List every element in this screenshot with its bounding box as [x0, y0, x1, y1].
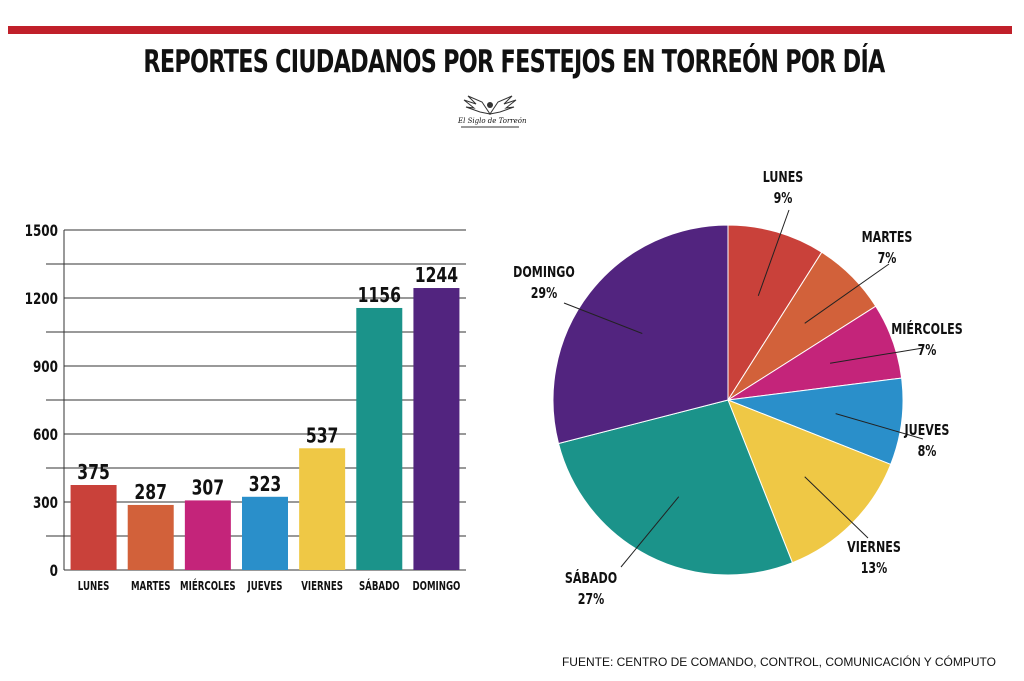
- slice-label: MIÉRCOLES: [891, 319, 963, 338]
- slice-percent-label: 8%: [918, 443, 937, 460]
- pie-chart: LUNES 9% MARTES 7% MIÉRCOLES 7% JUEVES 8% VIERNE…: [513, 169, 963, 608]
- slice-percent-label: 27%: [578, 591, 605, 608]
- leader-line: [620, 496, 680, 568]
- bar-value-label: 1244: [415, 264, 458, 287]
- slice-sabado: [557, 399, 794, 576]
- y-tick-label: 300: [33, 494, 58, 512]
- source-note: FUENTE: CENTRO DE COMANDO, CONTROL, COMU…: [561, 655, 996, 669]
- leader-line: [757, 209, 790, 296]
- x-tick-label: JUEVES: [247, 580, 283, 594]
- y-tick-label: 600: [33, 426, 58, 444]
- slice-label: JUEVES: [904, 422, 950, 439]
- leader-line: [563, 302, 643, 334]
- bar-value-label: 323: [249, 473, 282, 496]
- chart-title: REPORTES CIUDADANOS POR FESTEJOS EN TORR…: [143, 44, 885, 80]
- x-tick-label: VIERNES: [301, 580, 343, 594]
- bar-jueves: [242, 496, 288, 570]
- x-tick-label: MARTES: [131, 580, 171, 594]
- y-tick-label: 0: [50, 562, 58, 580]
- eagle-icon: [463, 95, 517, 115]
- top-accent-bar: [8, 26, 1012, 34]
- logo-wordmark: El Siglo de Torreón: [458, 117, 527, 125]
- y-tick-label: 900: [33, 358, 58, 376]
- x-tick-label: DOMINGO: [412, 580, 460, 594]
- bar-miercoles: [184, 500, 231, 570]
- bar-value-label: 287: [134, 481, 167, 504]
- slice-label: VIERNES: [847, 539, 901, 556]
- logo-tagline-rule: [461, 126, 519, 128]
- bar-martes: [127, 504, 174, 570]
- x-tick-label: LUNES: [78, 580, 110, 594]
- bar-chart: 0 300 600 900 1200 1500 375 LUNES 287 MARTES 307 MI…: [25, 222, 466, 594]
- bar-viernes: [299, 448, 346, 570]
- leader-line: [804, 476, 869, 539]
- y-tick-label: 1200: [25, 290, 59, 308]
- leader-line: [804, 263, 890, 324]
- slice-percent-label: 7%: [918, 342, 937, 359]
- slice-label: MARTES: [862, 229, 913, 246]
- slice-percent-label: 7%: [878, 250, 897, 267]
- bar-lunes: [70, 485, 117, 570]
- y-tick-label: 1500: [25, 222, 59, 240]
- leader-line: [835, 413, 924, 440]
- bar-domingo: [413, 288, 460, 570]
- slice-domingo: [552, 224, 729, 445]
- slice-percent-label: 13%: [861, 560, 888, 577]
- slice-label: LUNES: [763, 169, 804, 186]
- x-tick-label: SÁBADO: [359, 579, 400, 594]
- bar-value-label: 1156: [358, 284, 401, 307]
- bar-sabado: [356, 307, 403, 570]
- slice-label: SÁBADO: [565, 568, 617, 587]
- bar-value-label: 375: [77, 461, 110, 484]
- slice-label: DOMINGO: [513, 264, 575, 281]
- x-tick-label: MIÉRCOLES: [180, 579, 236, 594]
- slice-percent-label: 29%: [531, 285, 558, 302]
- bar-value-label: 307: [192, 477, 225, 500]
- bar-value-label: 537: [306, 424, 339, 447]
- leader-line: [830, 347, 924, 364]
- slice-lunes: [727, 224, 823, 402]
- slice-percent-label: 9%: [774, 190, 793, 207]
- newspaper-logo: El Siglo de Torreón: [458, 94, 527, 134]
